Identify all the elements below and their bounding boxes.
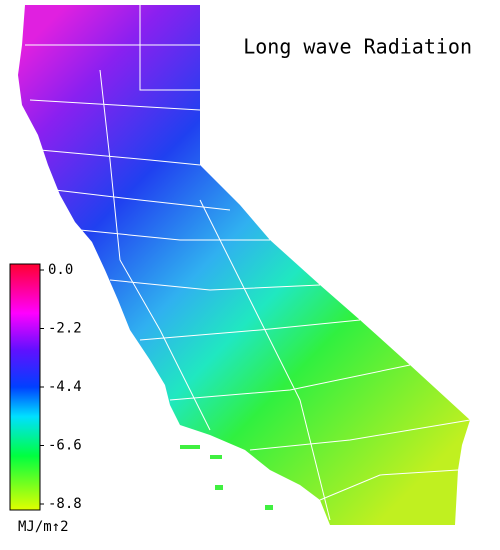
state-shape — [18, 5, 470, 525]
colorbar-ticks: 0.0 -2.2 -4.4 -6.6 -8.8 — [40, 262, 82, 512]
tick-label: -6.6 — [48, 438, 82, 454]
tick-label: 0.0 — [48, 262, 73, 278]
tick-label: -8.8 — [48, 496, 82, 512]
map-title: Long wave Radiation — [243, 35, 472, 59]
colorbar-unit: MJ/m↑2 — [18, 519, 69, 535]
california-map — [18, 5, 471, 525]
county-lines — [25, 5, 471, 521]
tick-label: -2.2 — [48, 321, 82, 337]
colorbar — [9, 263, 41, 511]
tick-label: -4.4 — [48, 379, 82, 395]
